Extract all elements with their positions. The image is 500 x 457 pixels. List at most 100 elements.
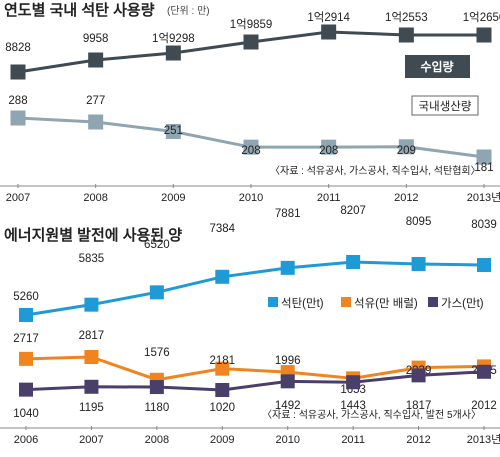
series-import-data-label: 8828 [5, 42, 31, 54]
series-domestic-data-label: 208 [319, 145, 338, 157]
chart2-x-tick: 2011 [341, 434, 365, 446]
series-import-data-label: 1억9859 [230, 18, 273, 31]
series-oil-point [19, 351, 33, 366]
series-gas-data-label: 1020 [209, 402, 235, 414]
series-gas-point [215, 383, 230, 397]
series-domestic-data-label: 209 [397, 145, 416, 157]
series-import-data-label: 1억2553 [385, 11, 428, 24]
series-domestic-point [10, 110, 26, 126]
series-coal-line [25, 260, 485, 317]
series-gas-line [25, 370, 485, 392]
series-coal-point [477, 258, 491, 273]
series-coal-data-label: 8095 [406, 216, 432, 228]
series-coal-point [215, 269, 230, 284]
series-gas-point [477, 364, 491, 379]
series-gas-point [19, 382, 33, 397]
series-domestic-data-label: 181 [474, 162, 493, 174]
series-oil-point [84, 350, 99, 364]
chart1-source: 〈자료 : 석유공사, 가스공사, 직수입사, 석탄협회〉 [270, 164, 481, 177]
series-domestic-point [243, 139, 259, 155]
series-gas-data-label: 1492 [275, 400, 301, 412]
series-import-data-label: 1억9298 [152, 32, 195, 45]
series-coal-point [280, 260, 295, 275]
chart-marks: 2007 2008 2009 2010 2011 2012 2013년 8828 9958 1억9… [5, 11, 500, 446]
chart2-source: 〈자료 : 석유공사, 가스공사, 직수입사, 발전 5개사〉 [262, 408, 481, 421]
series-coal-data-label: 5260 [13, 291, 39, 303]
chart2-x-tick: 2008 [145, 434, 169, 446]
chart2-x-tick: 2012 [406, 434, 430, 446]
series-oil-data-label: 2717 [13, 333, 39, 345]
chart2-x-tick: 2010 [275, 434, 299, 446]
series-import-point [10, 64, 26, 80]
series-coal-data-label: 7881 [275, 208, 301, 220]
series-domestic-point [476, 149, 492, 165]
series-domestic-data-label: 288 [8, 95, 27, 107]
chart1-title: 연도별 국내 석탄 사용량 [4, 1, 155, 19]
series-gas-point [280, 374, 295, 389]
series-oil-point [215, 361, 230, 376]
legend-coal-label: 석탄(만t) [281, 297, 324, 310]
series-import-data-label: 9958 [83, 33, 109, 45]
chart2-x-tick: 2013년 [467, 433, 500, 446]
series-domestic-point [165, 123, 181, 139]
series-gas-data-label: 1443 [340, 400, 366, 412]
chart2-legend: 석탄(만t) 석유(만 배럴) 가스(만t) [268, 297, 484, 310]
series-import-data-label: 1억2650 [463, 11, 500, 24]
chart1-unit: (단위 : 만) [167, 4, 210, 17]
series-coal-point [149, 285, 164, 300]
chart1-x-tick: 2008 [83, 192, 107, 204]
chart1-x-tick: 2010 [239, 192, 263, 204]
series-gas-data-label: 1817 [406, 400, 432, 412]
series-import-point [88, 52, 104, 68]
series-gas-data-label: 1040 [13, 408, 39, 420]
chart1-x-tick: 2009 [161, 192, 185, 204]
chart1-x-tick: 2013년 [467, 191, 500, 204]
series-oil-data-label: 2817 [79, 330, 105, 342]
series-coal-point [411, 257, 426, 272]
legend-domestic: 국내생산량 [411, 95, 479, 116]
legend-import: 수입량 [405, 55, 470, 78]
series-coal-point [346, 255, 361, 269]
series-gas-point [149, 380, 164, 395]
series-gas-data-label: 1180 [144, 402, 169, 414]
series-domestic-point [321, 139, 337, 155]
legend-gas-label: 가스(만t) [441, 297, 484, 310]
series-domestic-data-label: 208 [241, 145, 260, 157]
legend-domestic-label: 국내생산량 [419, 100, 472, 113]
series-import-point [398, 27, 414, 43]
series-coal-data-label: 8207 [340, 205, 366, 217]
series-gas-point [411, 368, 426, 383]
chart2-title: 에너지원별 발전에 사용된 양 [4, 226, 182, 244]
legend-gas-swatch [428, 297, 438, 307]
chart1-x-tick: 2011 [317, 192, 341, 204]
series-import-point [476, 27, 492, 43]
chart1-x-tick: 2012 [394, 192, 418, 204]
chart1-x-tick: 2007 [6, 192, 30, 204]
series-import-data-label: 1억2914 [307, 11, 350, 24]
series-gas-point [346, 375, 361, 390]
series-import-point [165, 45, 181, 61]
series-coal-data-label: 5835 [79, 253, 105, 265]
legend-oil-swatch [341, 297, 351, 307]
series-coal-data-label: 8039 [471, 219, 497, 231]
chart2-x-tick: 2007 [79, 434, 103, 446]
series-domestic-data-label: 251 [164, 125, 183, 137]
series-domestic-data-label: 277 [86, 95, 105, 107]
series-oil-data-label: 2181 [209, 355, 235, 367]
series-gas-data-label: 2012 [471, 400, 497, 412]
series-import-point [321, 24, 337, 40]
series-gas-data-label: 1195 [79, 402, 104, 414]
series-coal-point [19, 308, 33, 322]
legend-domestic-box [411, 95, 479, 116]
series-oil-data-label: 1996 [275, 355, 301, 367]
chart2-x-tick: 2009 [210, 434, 234, 446]
series-coal-data-label: 7384 [209, 223, 235, 235]
legend-oil-label: 석유(만 배럴) [354, 297, 418, 310]
series-domestic-point [398, 139, 414, 155]
series-import-point [243, 34, 259, 50]
series-coal-point [84, 297, 99, 312]
legend-import-swatch [405, 55, 470, 78]
chart2-x-tick: 2006 [14, 434, 38, 446]
